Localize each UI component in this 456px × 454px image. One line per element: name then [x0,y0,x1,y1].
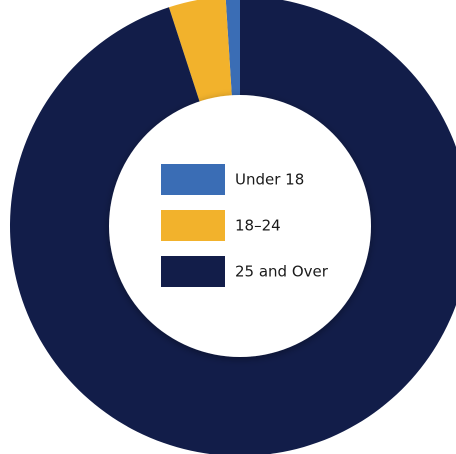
legend-label-1: 18–24 [235,217,281,235]
slice-0 [225,0,240,226]
legend-swatch-1 [161,210,225,241]
legend: Under 18 18–24 25 and Over [161,164,329,287]
legend-swatch-0 [161,164,225,195]
donut-hole [109,95,371,357]
legend-label-2: 25 and Over [235,263,329,281]
legend-label-0: Under 18 [235,171,304,189]
legend-swatch-2 [161,256,225,287]
